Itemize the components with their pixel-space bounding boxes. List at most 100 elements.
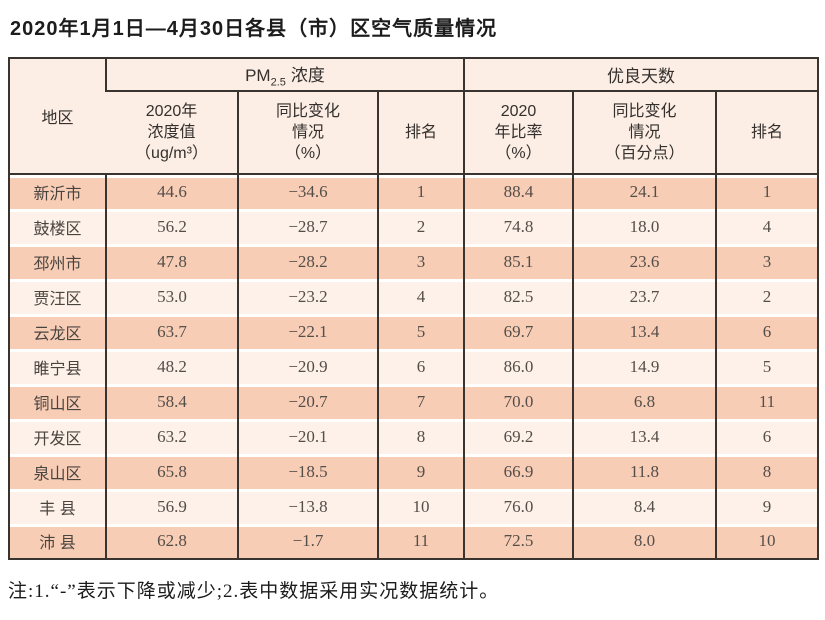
column-header-days-rank: 排名 [714, 91, 819, 175]
days-change-cell: 23.7 [572, 279, 716, 314]
region-cell: 鼓楼区 [9, 209, 106, 244]
pm-rank-cell: 7 [377, 384, 464, 419]
pm-value-cell: 44.6 [105, 174, 238, 209]
pm-rank-cell: 3 [377, 244, 464, 279]
table-row: 开发区 63.2 −20.1 8 69.2 13.4 6 [9, 419, 819, 454]
sub-header-row: 2020年 浓度值 （ug/m³） 同比变化 情况 （%） 排名 2020 年比… [9, 91, 819, 175]
days-rate-cell: 69.2 [463, 419, 573, 454]
pm-change-cell: −22.1 [237, 314, 378, 349]
days-rank-cell: 6 [714, 419, 819, 454]
region-cell: 贾汪区 [9, 279, 106, 314]
pm-change-cell: −20.7 [237, 384, 378, 419]
days-change-cell: 6.8 [572, 384, 716, 419]
days-rank-cell: 2 [714, 279, 819, 314]
pm-rank-cell: 1 [377, 174, 464, 209]
page-title: 2020年1月1日—4月30日各县（市）区空气质量情况 [10, 18, 498, 40]
region-cell: 睢宁县 [9, 349, 106, 384]
days-rate-cell: 86.0 [463, 349, 573, 384]
table-row: 沛 县 62.8 −1.7 11 72.5 8.0 10 [9, 524, 819, 559]
pm-value-cell: 58.4 [105, 384, 238, 419]
pm-label: PM [245, 65, 271, 85]
pm-change-cell: −28.2 [237, 244, 378, 279]
days-rank-cell: 5 [714, 349, 819, 384]
column-header-days-rate: 2020 年比率 （%） [463, 91, 573, 175]
region-cell: 开发区 [9, 419, 106, 454]
footnote: 注:1.“-”表示下降或减少;2.表中数据采用实况数据统计。 [8, 581, 500, 602]
table-row: 睢宁县 48.2 −20.9 6 86.0 14.9 5 [9, 349, 819, 384]
table-body: 新沂市 44.6 −34.6 1 88.4 24.1 1 鼓楼区 56.2 −28.7 2 74.8 1… [9, 174, 819, 559]
column-header-pm-rank: 排名 [377, 91, 464, 175]
column-header-pm-change: 同比变化 情况 （%） [237, 91, 378, 175]
pm-change-cell: −28.7 [237, 209, 378, 244]
table-row: 邳州市 47.8 −28.2 3 85.1 23.6 3 [9, 244, 819, 279]
days-change-cell: 8.0 [572, 524, 716, 559]
pm-value-cell: 65.8 [105, 454, 238, 489]
pm-rank-cell: 2 [377, 209, 464, 244]
pm-rank-cell: 6 [377, 349, 464, 384]
region-cell: 云龙区 [9, 314, 106, 349]
days-rate-cell: 74.8 [463, 209, 573, 244]
region-cell: 邳州市 [9, 244, 106, 279]
column-header-region: 地区 [9, 58, 106, 175]
days-rate-cell: 76.0 [463, 489, 573, 524]
days-change-cell: 18.0 [572, 209, 716, 244]
table-row: 铜山区 58.4 −20.7 7 70.0 6.8 11 [9, 384, 819, 419]
pm-change-cell: −23.2 [237, 279, 378, 314]
days-rank-cell: 1 [714, 174, 819, 209]
pm-value-cell: 63.2 [105, 419, 238, 454]
days-rate-cell: 88.4 [463, 174, 573, 209]
table-row: 新沂市 44.6 −34.6 1 88.4 24.1 1 [9, 174, 819, 209]
days-change-cell: 23.6 [572, 244, 716, 279]
pm-change-cell: −20.9 [237, 349, 378, 384]
table-row: 丰 县 56.9 −13.8 10 76.0 8.4 9 [9, 489, 819, 524]
days-change-cell: 11.8 [572, 454, 716, 489]
table-row: 贾汪区 53.0 −23.2 4 82.5 23.7 2 [9, 279, 819, 314]
region-cell: 新沂市 [9, 174, 106, 209]
days-change-cell: 24.1 [572, 174, 716, 209]
pm-value-cell: 48.2 [105, 349, 238, 384]
pm-value-cell: 62.8 [105, 524, 238, 559]
pm-rank-cell: 5 [377, 314, 464, 349]
days-rate-cell: 82.5 [463, 279, 573, 314]
region-cell: 沛 县 [9, 524, 106, 559]
pm-value-cell: 56.2 [105, 209, 238, 244]
days-rate-cell: 70.0 [463, 384, 573, 419]
air-quality-table: 地区 PM2.5 浓度 优良天数 2020年 浓度值 （ug/m³） 同比变化 情… [8, 57, 820, 560]
pm-change-cell: −13.8 [237, 489, 378, 524]
days-rank-cell: 4 [714, 209, 819, 244]
pm-change-cell: −20.1 [237, 419, 378, 454]
page: 2020年1月1日—4月30日各县（市）区空气质量情况 地区 PM2.5 浓度 优… [8, 18, 820, 602]
region-cell: 泉山区 [9, 454, 106, 489]
pm-value-cell: 47.8 [105, 244, 238, 279]
pm-value-cell: 53.0 [105, 279, 238, 314]
days-rank-cell: 10 [714, 524, 819, 559]
days-rate-cell: 72.5 [463, 524, 573, 559]
pm-change-cell: −1.7 [237, 524, 378, 559]
column-header-pm-value: 2020年 浓度值 （ug/m³） [106, 91, 238, 175]
days-rank-cell: 3 [714, 244, 819, 279]
column-header-days-change: 同比变化 情况 （百分点） [572, 91, 716, 175]
pm-rank-cell: 4 [377, 279, 464, 314]
pm-value-cell: 56.9 [105, 489, 238, 524]
pm-rank-cell: 9 [377, 454, 464, 489]
group-header-good-days: 优良天数 [462, 58, 819, 92]
days-change-cell: 13.4 [572, 314, 716, 349]
pm-rank-cell: 8 [377, 419, 464, 454]
days-change-cell: 13.4 [572, 419, 716, 454]
table-row: 泉山区 65.8 −18.5 9 66.9 11.8 8 [9, 454, 819, 489]
table-row: 云龙区 63.7 −22.1 5 69.7 13.4 6 [9, 314, 819, 349]
table-row: 鼓楼区 56.2 −28.7 2 74.8 18.0 4 [9, 209, 819, 244]
pm-subscript: 2.5 [270, 76, 286, 89]
region-cell: 丰 县 [9, 489, 106, 524]
days-rate-cell: 69.7 [463, 314, 573, 349]
days-rate-cell: 85.1 [463, 244, 573, 279]
days-rank-cell: 6 [714, 314, 819, 349]
days-rank-cell: 11 [714, 384, 819, 419]
pm-value-cell: 63.7 [105, 314, 238, 349]
days-change-cell: 8.4 [572, 489, 716, 524]
pm-suffix-label: 浓度 [290, 65, 325, 85]
table-header: 地区 PM2.5 浓度 优良天数 2020年 浓度值 （ug/m³） 同比变化 情… [9, 58, 819, 175]
pm-rank-cell: 11 [377, 524, 464, 559]
pm-rank-cell: 10 [377, 489, 464, 524]
days-rank-cell: 8 [714, 454, 819, 489]
